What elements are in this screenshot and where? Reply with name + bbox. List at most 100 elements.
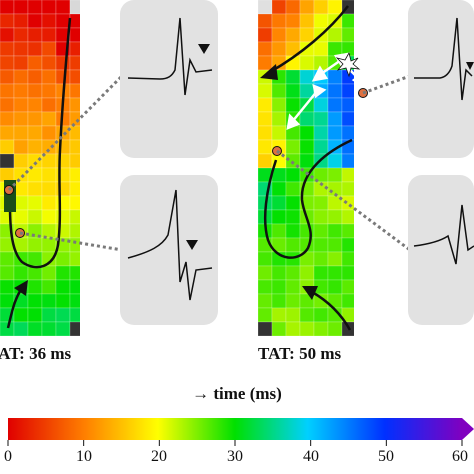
map-cell <box>27 111 43 127</box>
map-cell <box>341 279 354 295</box>
right-reentry-path <box>263 138 353 259</box>
map-cell <box>313 97 329 113</box>
map-cell <box>285 195 301 211</box>
map-cell <box>27 13 43 29</box>
map-cell <box>41 13 57 29</box>
map-cell <box>285 0 301 15</box>
map-cell <box>0 125 15 141</box>
map-cell <box>313 125 329 141</box>
colorbar <box>8 418 462 440</box>
left-top-electrogram <box>120 0 218 158</box>
map-cell <box>327 69 343 85</box>
map-cell <box>27 0 43 15</box>
map-cell <box>327 279 343 295</box>
map-cell <box>271 13 287 29</box>
map-cell <box>27 279 43 295</box>
map-cell <box>69 83 80 99</box>
map-cell <box>41 181 57 197</box>
map-cell <box>27 307 43 323</box>
map-cell <box>41 307 57 323</box>
map-cell <box>27 167 43 183</box>
map-cell <box>258 139 273 155</box>
map-cell <box>299 0 315 15</box>
map-cell <box>55 209 71 225</box>
map-cell <box>258 111 273 127</box>
map-cell <box>299 55 315 71</box>
map-cell <box>258 0 273 15</box>
map-cell <box>271 195 287 211</box>
map-cell <box>13 41 29 57</box>
map-cell <box>258 83 273 99</box>
map-cell <box>299 139 315 155</box>
map-cell <box>341 83 354 99</box>
map-cell <box>69 139 80 155</box>
map-cell <box>327 41 343 57</box>
map-cell <box>69 0 80 15</box>
map-cell <box>313 0 329 15</box>
map-cell <box>69 265 80 281</box>
map-cell <box>258 13 273 29</box>
right-bottom-electrogram <box>408 175 474 325</box>
map-cell <box>313 111 329 127</box>
map-cell <box>299 27 315 43</box>
left-bottom-electrogram <box>120 175 218 325</box>
map-cell <box>0 83 15 99</box>
map-cell <box>258 55 273 71</box>
egm-trace <box>127 17 213 96</box>
map-cell <box>327 111 343 127</box>
map-cell <box>13 209 29 225</box>
map-cell <box>0 27 15 43</box>
colorbar-tick-40: 40 <box>303 448 319 465</box>
map-cell <box>0 69 15 85</box>
colorbar-tick-0: 0 <box>4 448 12 465</box>
map-cell <box>13 307 29 323</box>
map-cell <box>271 41 287 57</box>
map-cell <box>69 195 80 211</box>
map-cell <box>13 111 29 127</box>
map-cell <box>69 223 80 239</box>
map-cell <box>285 97 301 113</box>
map-cell <box>285 293 301 309</box>
map-cell <box>41 0 57 15</box>
map-cell <box>271 111 287 127</box>
map-cell <box>55 293 71 309</box>
map-cell <box>27 97 43 113</box>
map-cell <box>0 153 15 169</box>
map-cell <box>69 237 80 253</box>
map-cell <box>258 251 273 267</box>
map-cell <box>299 111 315 127</box>
map-cell <box>55 265 71 281</box>
map-cell <box>299 125 315 141</box>
map-cell <box>55 125 71 141</box>
map-cell <box>313 265 329 281</box>
map-cell <box>69 293 80 309</box>
map-cell <box>285 13 301 29</box>
egm-trace <box>127 189 213 301</box>
map-cell <box>13 55 29 71</box>
map-cell <box>271 265 287 281</box>
map-cell <box>27 41 43 57</box>
map-cell <box>327 265 343 281</box>
map-cell <box>0 55 15 71</box>
map-cell <box>27 27 43 43</box>
map-cell <box>13 265 29 281</box>
map-cell <box>13 167 29 183</box>
map-cell <box>13 13 29 29</box>
map-cell <box>0 139 15 155</box>
map-cell <box>27 153 43 169</box>
map-cell <box>41 293 57 309</box>
map-cell <box>0 111 15 127</box>
map-cell <box>341 293 354 309</box>
map-cell <box>258 321 273 336</box>
map-cell <box>258 265 273 281</box>
map-cell <box>27 209 43 225</box>
map-cell <box>299 69 315 85</box>
map-cell <box>41 69 57 85</box>
left-tat-label: TAT: 36 ms <box>0 344 72 363</box>
map-cell <box>258 279 273 295</box>
colorbar-end-arrow <box>462 418 474 440</box>
map-cell <box>41 209 57 225</box>
map-cell <box>327 167 343 183</box>
map-cell <box>327 321 343 336</box>
colorbar-tick-20: 20 <box>151 448 167 465</box>
